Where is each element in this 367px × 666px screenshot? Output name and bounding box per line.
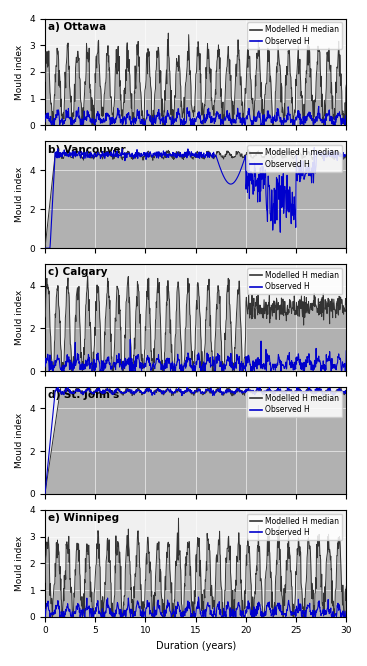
Text: e) Winnipeg: e) Winnipeg: [48, 513, 119, 523]
Legend: Modelled H median, Observed H: Modelled H median, Observed H: [247, 268, 342, 294]
Y-axis label: Mould index: Mould index: [15, 167, 24, 222]
Text: a) Ottawa: a) Ottawa: [48, 22, 106, 32]
Text: c) Calgary: c) Calgary: [48, 268, 108, 278]
Text: b) Vancouver: b) Vancouver: [48, 145, 126, 155]
Y-axis label: Mould index: Mould index: [15, 290, 24, 345]
X-axis label: Duration (years): Duration (years): [156, 641, 236, 651]
Legend: Modelled H median, Observed H: Modelled H median, Observed H: [247, 145, 342, 172]
Legend: Modelled H median, Observed H: Modelled H median, Observed H: [247, 513, 342, 540]
Text: d) St. John's: d) St. John's: [48, 390, 119, 400]
Legend: Modelled H median, Observed H: Modelled H median, Observed H: [247, 391, 342, 418]
Y-axis label: Mould index: Mould index: [15, 535, 24, 591]
Legend: Modelled H median, Observed H: Modelled H median, Observed H: [247, 23, 342, 49]
Y-axis label: Mould index: Mould index: [15, 44, 24, 99]
Y-axis label: Mould index: Mould index: [15, 413, 24, 468]
